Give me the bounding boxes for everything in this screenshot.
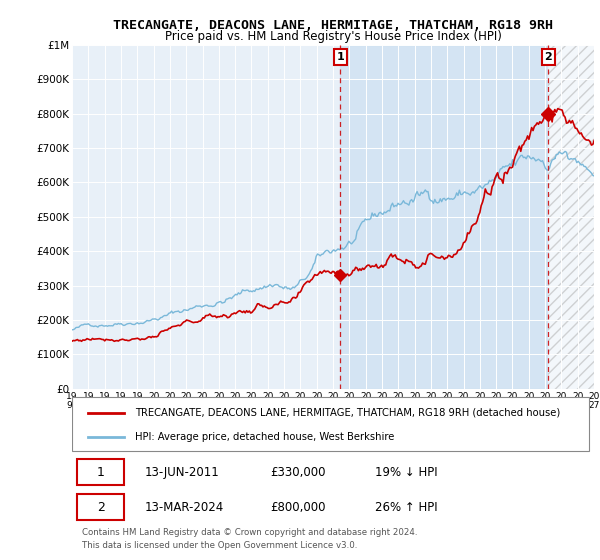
Text: TRECANGATE, DEACONS LANE, HERMITAGE, THATCHAM, RG18 9RH: TRECANGATE, DEACONS LANE, HERMITAGE, THA… xyxy=(113,18,553,32)
Text: 26% ↑ HPI: 26% ↑ HPI xyxy=(375,501,437,514)
Bar xyxy=(548,45,600,389)
Text: TRECANGATE, DEACONS LANE, HERMITAGE, THATCHAM, RG18 9RH (detached house): TRECANGATE, DEACONS LANE, HERMITAGE, THA… xyxy=(134,408,560,418)
Text: 2: 2 xyxy=(544,52,552,62)
FancyBboxPatch shape xyxy=(72,397,589,451)
Text: 13-MAR-2024: 13-MAR-2024 xyxy=(145,501,224,514)
FancyBboxPatch shape xyxy=(77,494,124,520)
Text: Contains HM Land Registry data © Crown copyright and database right 2024.: Contains HM Land Registry data © Crown c… xyxy=(82,528,418,537)
FancyBboxPatch shape xyxy=(77,459,124,485)
Text: HPI: Average price, detached house, West Berkshire: HPI: Average price, detached house, West… xyxy=(134,432,394,442)
Text: 13-JUN-2011: 13-JUN-2011 xyxy=(145,465,220,478)
Text: Price paid vs. HM Land Registry's House Price Index (HPI): Price paid vs. HM Land Registry's House … xyxy=(164,30,502,43)
Bar xyxy=(548,45,600,389)
Text: £800,000: £800,000 xyxy=(271,501,326,514)
Text: 19% ↓ HPI: 19% ↓ HPI xyxy=(375,465,437,478)
Bar xyxy=(340,45,548,389)
Text: 1: 1 xyxy=(337,52,344,62)
Text: 2: 2 xyxy=(97,501,104,514)
Text: £330,000: £330,000 xyxy=(271,465,326,478)
Text: This data is licensed under the Open Government Licence v3.0.: This data is licensed under the Open Gov… xyxy=(82,541,358,550)
Text: 1: 1 xyxy=(97,465,104,478)
